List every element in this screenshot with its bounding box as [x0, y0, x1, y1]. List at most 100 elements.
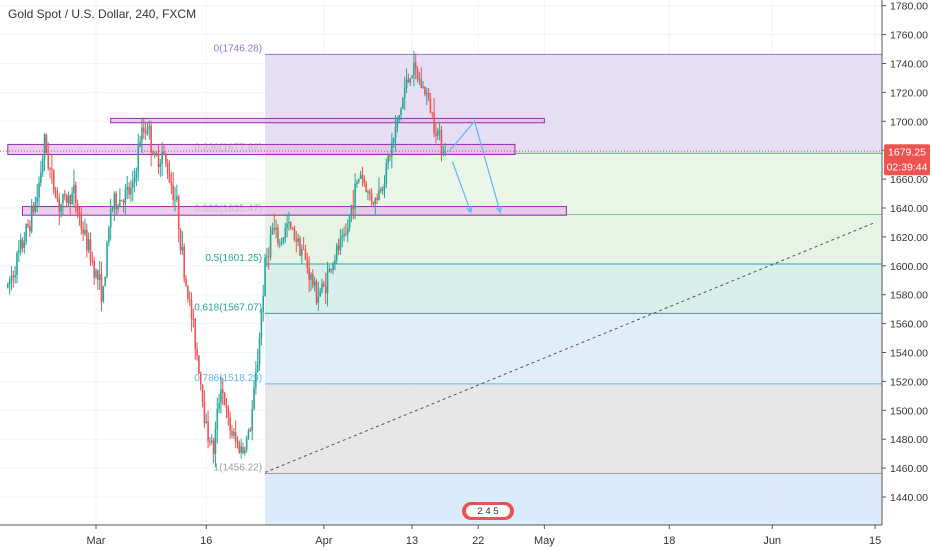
candle-body [172, 185, 174, 200]
projection-arrow-head [495, 206, 502, 214]
candle [266, 247, 268, 267]
candle [242, 442, 244, 455]
candle [104, 276, 106, 287]
y-tick-label: 1600.00 [890, 261, 928, 273]
candle-body [87, 239, 90, 251]
candle-body [380, 189, 382, 191]
candle-body [256, 365, 259, 373]
candle [181, 231, 184, 255]
candle [431, 111, 434, 118]
candle [102, 285, 105, 304]
candle-body [299, 238, 301, 256]
candle-body [16, 252, 18, 276]
candle [49, 166, 51, 179]
candle [308, 256, 310, 293]
events-badge-text: 2 4 5 [477, 506, 498, 517]
candle-body [267, 256, 270, 258]
zone-rectangle-1[interactable] [110, 117, 545, 124]
projection-arrow-2[interactable] [451, 161, 472, 213]
candle [212, 437, 215, 464]
candle [60, 203, 62, 218]
candle [131, 170, 134, 202]
candle-body [295, 239, 298, 242]
candle [139, 135, 141, 148]
fib-band-0.786 [265, 383, 882, 474]
candle [396, 116, 399, 133]
candle [86, 223, 88, 258]
candle-body [438, 130, 441, 132]
candle [187, 285, 189, 303]
candle [282, 236, 285, 245]
candle-body [183, 246, 185, 279]
y-tick-label: 1440.00 [890, 492, 928, 504]
candle [111, 206, 114, 213]
trendline[interactable] [264, 221, 876, 473]
candle-body [297, 238, 299, 242]
candle-body [52, 169, 55, 191]
candle [223, 391, 226, 406]
candle-body [389, 155, 391, 157]
candle [363, 175, 366, 187]
candle-body [289, 222, 292, 228]
candle-body [109, 210, 112, 228]
candle [306, 252, 309, 274]
candle [264, 253, 266, 297]
trendline-layer [264, 221, 876, 473]
projection-arrow-1[interactable] [448, 120, 501, 213]
candle-body [54, 190, 57, 197]
projection-arrow-head [466, 206, 473, 214]
candle-body [161, 151, 163, 164]
candle-body [275, 227, 277, 230]
candle-body [29, 226, 31, 232]
candle [413, 50, 415, 87]
zone-rectangle-2[interactable] [7, 143, 516, 156]
candle [394, 115, 397, 152]
candle [427, 88, 430, 102]
candle-body [165, 153, 167, 164]
candle-body [108, 227, 110, 243]
candle [25, 223, 27, 246]
candle-body [409, 78, 412, 83]
y-tick-label: 1660.00 [890, 174, 928, 186]
fibonacci-retracement[interactable]: 0(1746.28)0.236(1677.82)0.382(1635.47)0.… [194, 43, 882, 525]
candle-body [444, 151, 446, 153]
candle-body [214, 429, 217, 455]
candle-body [185, 278, 187, 286]
candle [245, 435, 248, 453]
candle-body [247, 430, 250, 438]
candle-body [198, 355, 200, 374]
candle-body [73, 184, 75, 194]
candle-body [345, 234, 347, 236]
candle [267, 247, 270, 270]
candle [352, 189, 355, 220]
candle [154, 151, 156, 159]
events-badge[interactable]: 2 4 5 [462, 502, 514, 520]
candle [389, 153, 391, 161]
zone-rectangle-3[interactable] [22, 206, 567, 216]
candle [52, 169, 55, 195]
candle [177, 194, 180, 243]
candle-body [137, 146, 140, 171]
candle [407, 73, 410, 83]
candle-body [43, 134, 46, 160]
candle-body [407, 79, 410, 83]
candle-body [370, 193, 373, 202]
candle-body [231, 430, 233, 436]
candle-body [282, 237, 285, 242]
candle-body [321, 283, 323, 292]
candle-body [177, 196, 180, 230]
candle [240, 438, 242, 459]
candle-body [199, 373, 202, 385]
candle [124, 183, 127, 216]
candle [165, 152, 167, 167]
y-tick-label: 1640.00 [890, 203, 928, 215]
candle-body [62, 193, 64, 204]
candle-body [157, 154, 160, 167]
candle-body [405, 79, 408, 89]
candle-body [104, 276, 106, 287]
candle [51, 154, 53, 184]
candle [234, 420, 237, 449]
candle-body [301, 249, 303, 256]
